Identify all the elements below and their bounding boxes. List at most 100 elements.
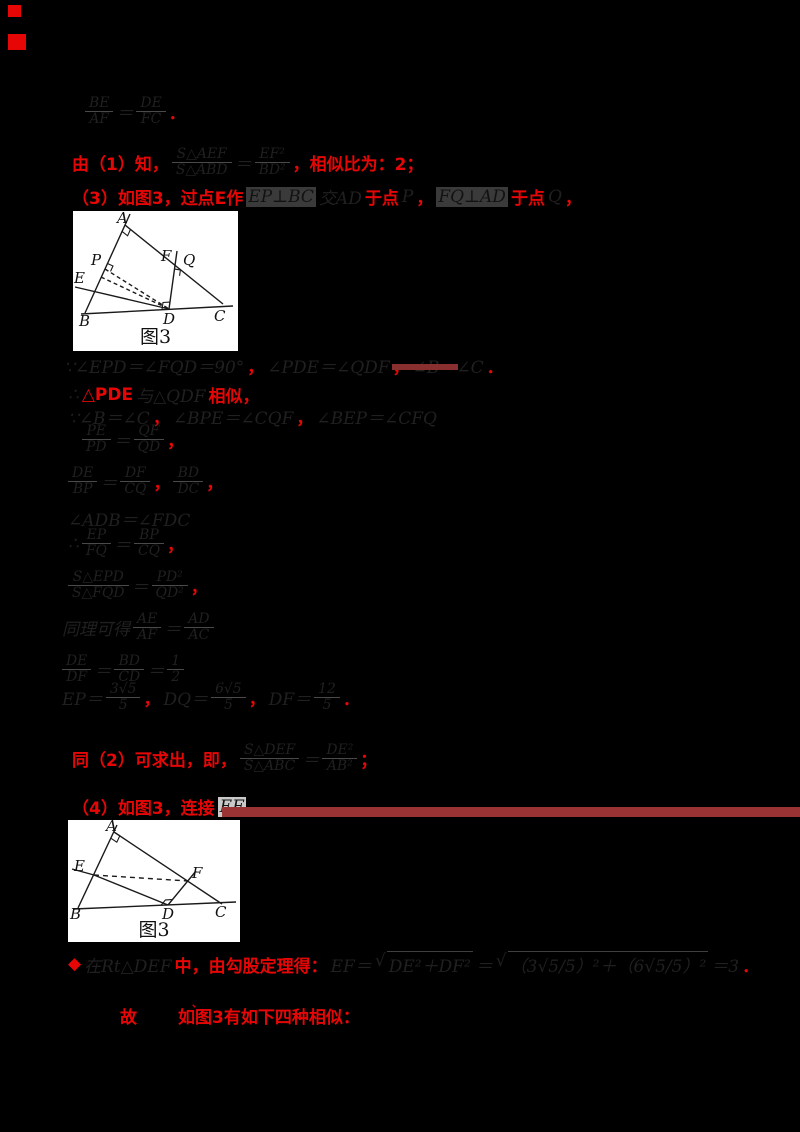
segment-values-line: EP＝ 3√5 5， DQ＝ 6√5 5， DF＝ 12 5 ． [62, 681, 360, 714]
text-fragment: ， [167, 432, 185, 453]
text-fragment: ， [416, 189, 434, 209]
text-fragment: 同（2）可求出，即， [72, 751, 237, 772]
angle-reasoning-line: ∵∠B＝∠C， ∠BPE＝∠CQF， ∠BEP＝∠CFQ [68, 404, 437, 429]
tiny-red-mark: 、 [192, 995, 202, 1010]
text-fragment: FQ⊥AD [436, 186, 508, 207]
text-fragment: AD AC [184, 611, 214, 644]
text-fragment: ∴ [68, 533, 79, 554]
text-fragment: ＝ [113, 536, 131, 557]
text-fragment: ． [342, 690, 360, 711]
figure-1-caption: 图3 [139, 326, 172, 348]
text-fragment: ∠ADB＝∠FDC [68, 511, 191, 531]
text-fragment: ＝ [116, 104, 134, 125]
text-fragment: ＝ [234, 155, 252, 176]
text-fragment: 与△QDF [136, 387, 206, 407]
text-fragment: ∴ [68, 384, 79, 405]
text-fragment: ＝ [164, 620, 182, 641]
figure2-label-C: C [215, 903, 227, 920]
text-fragment: 由（1）知， [72, 155, 169, 176]
text-fragment: ， [248, 690, 266, 711]
text-fragment: ◆ [68, 954, 82, 974]
figure2-label-D: D [161, 905, 174, 920]
ratio-equation-line-2: DE BP ＝ DF CQ， BD DC， [68, 465, 224, 498]
text-fragment: S△DEF S△ABC [239, 742, 300, 775]
text-fragment: 同理可得 [62, 620, 130, 641]
text-fragment: 故 [120, 1008, 137, 1028]
figure1-label-Q: Q [183, 251, 195, 269]
text-fragment: （4）如图3，连接 [72, 799, 215, 819]
text-fragment: ∵∠EPD＝∠FQD＝90° [64, 358, 245, 378]
figure1-label-B: B [78, 312, 90, 327]
text-fragment: 6√5 5 [211, 681, 246, 714]
text-fragment: EP⊥BC [246, 186, 316, 207]
text-fragment: ＝ [147, 662, 165, 683]
figure-2-lines [71, 824, 237, 910]
text-fragment: ＝ [131, 578, 149, 599]
text-fragment: ＝ [100, 474, 118, 495]
text-fragment: ． [742, 956, 760, 977]
text-fragment: S△AEF S△ABD [171, 146, 232, 179]
text-fragment: 于点 [510, 189, 545, 209]
solution-step-2-ratio: 由（1）知， S△AEF S△ABD ＝ EF² BD² ，相似比为：2； [72, 146, 424, 179]
text-fragment: P [401, 186, 414, 207]
text-fragment: （3）如图3，过点E作 [72, 189, 244, 209]
corner-red-mark-1 [8, 5, 21, 17]
figure1-label-C: C [214, 307, 226, 325]
text-fragment: ， [152, 409, 170, 429]
text-fragment: ∠BEP＝∠CFQ [316, 409, 437, 429]
text-fragment: ， [143, 690, 161, 711]
text-fragment: ＝ [94, 662, 112, 683]
figure1-label-D: D [162, 310, 175, 327]
figure1-label-F: F [160, 247, 172, 265]
conclusion-marker: 故 [120, 1003, 137, 1028]
text-fragment: 相似， [208, 387, 260, 407]
figure2-label-E: E [73, 857, 85, 875]
text-fragment: EF² BD² [254, 146, 290, 179]
figure-1-lines [74, 213, 234, 315]
text-fragment: EF＝ [330, 956, 372, 977]
figure2-label-A: A [104, 820, 117, 835]
figure-2-caption: 图3 [138, 919, 170, 941]
text-fragment: ＝ [475, 956, 493, 977]
ratio-equation-line-4: DE DF ＝ BD CD ＝ 1 2 [62, 653, 185, 686]
text-fragment: ． [486, 358, 504, 378]
text-fragment: ， [153, 474, 171, 495]
text-fragment: DE FC [136, 95, 166, 128]
text-fragment: ， [564, 189, 582, 209]
text-fragment: ， [296, 409, 314, 429]
corner-red-mark-2 [8, 34, 26, 50]
text-fragment: 、 [192, 999, 202, 1010]
area-ratio-line: S△EPD S△FQD ＝ PD² QD²， [68, 569, 208, 602]
text-fragment: BD DC [173, 465, 204, 498]
text-fragment: ∠PDE＝∠QDF [267, 358, 390, 378]
triangle-diagram-1: A P E F Q B D C [73, 211, 234, 327]
red-underline-strip [392, 364, 458, 370]
text-fragment: ∵∠B＝∠C [68, 409, 150, 429]
text-fragment: Q [547, 186, 562, 207]
text-fragment: ∠BPE＝∠CQF [172, 409, 294, 429]
text-fragment: 中，由勾股定理得： [174, 956, 328, 977]
text-fragment: PE PD [82, 423, 111, 456]
text-fragment: EP＝ [62, 690, 103, 711]
text-fragment: PD² QD² [151, 569, 188, 602]
ratio-equation-line-1: PE PD ＝ QF QD， [82, 423, 185, 456]
text-fragment: √ （3√5∕5）²＋（6√5∕5）² [495, 951, 709, 977]
solution-step-3-construction: （3）如图3，过点E作 EP⊥BC 交AD 于点 P， FQ⊥AD 于点 Q， [72, 184, 582, 209]
text-fragment: BD CD [114, 653, 145, 686]
pythagorean-line: ◆ 在Rt△DEF 中，由勾股定理得： EF＝ √ DE²＋DF² ＝ √ （3√5∕5）²＋（… [68, 951, 759, 977]
text-fragment: S△EPD S△FQD [68, 569, 129, 602]
figure-1-box: A P E F Q B D C 图3 [73, 211, 238, 351]
figure1-label-A: A [115, 211, 128, 227]
figure1-label-P: P [90, 251, 102, 269]
text-fragment: ＝ [302, 751, 320, 772]
solution-step-4-line: （4）如图3，连接EF． [72, 794, 266, 819]
text-fragment: ； [360, 751, 378, 772]
text-fragment: ， [206, 474, 224, 495]
analogy-line: 同理可得 AE AF ＝ AD AC [62, 611, 214, 644]
text-fragment: ，相似比为：2； [292, 155, 424, 176]
text-fragment: DE² AB² [322, 742, 358, 775]
text-fragment: AE AF [133, 611, 162, 644]
text-fragment: BP CQ [133, 527, 165, 560]
figure2-label-B: B [69, 905, 81, 920]
